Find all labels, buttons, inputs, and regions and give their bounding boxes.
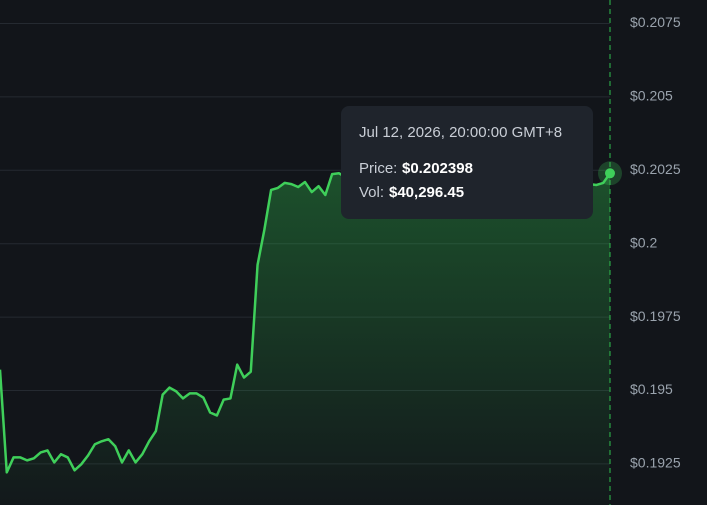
hover-point: [605, 168, 615, 179]
vol-label: Vol:: [359, 184, 384, 201]
y-tick-label: $0.205: [630, 88, 673, 104]
tooltip-date: Jul 12, 2026, 20:00:00 GMT+8: [359, 124, 562, 141]
vol-value: $40,296.45: [389, 184, 464, 201]
tooltip-box: [341, 106, 593, 219]
y-tick-label: $0.1975: [630, 308, 681, 324]
y-tick-label: $0.2075: [630, 14, 681, 30]
area: [0, 173, 610, 505]
price-label: Price:: [359, 160, 397, 177]
y-tick-label: $0.2: [630, 234, 657, 250]
y-tick-label: $0.1925: [630, 455, 681, 471]
price-value: $0.202398: [402, 160, 473, 177]
tooltip: Jul 12, 2026, 20:00:00 GMT+8 Price: $0.2…: [341, 106, 593, 219]
y-tick-label: $0.195: [630, 381, 673, 397]
y-tick-label: $0.2025: [630, 161, 681, 177]
